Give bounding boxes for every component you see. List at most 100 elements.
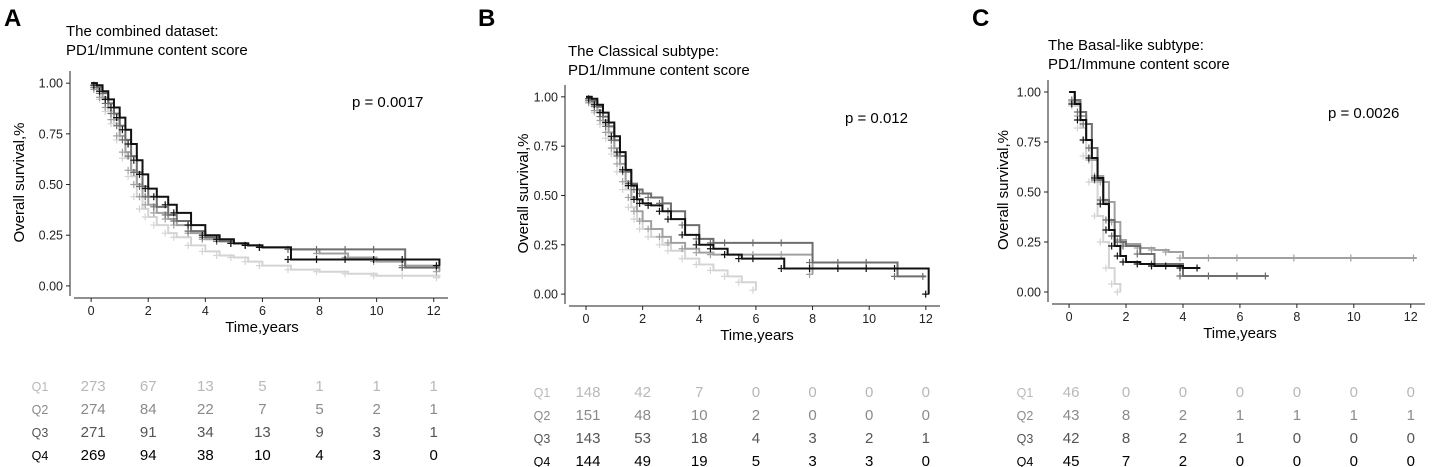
risk-count: 0: [808, 384, 816, 401]
censor-mark: [636, 217, 644, 225]
censor-mark: [749, 255, 757, 263]
panel-title-line: The combined dataset:: [66, 23, 219, 40]
risk-count: 0: [752, 384, 760, 401]
risk-count: 0: [1122, 384, 1130, 401]
y-tick-label: 0.00: [1017, 286, 1041, 300]
y-tick-label: 1.00: [39, 77, 63, 91]
panel-title-line: PD1/Immune content score: [1048, 56, 1230, 73]
risk-count: 84: [140, 401, 157, 418]
censor-mark: [1108, 280, 1116, 288]
censor-mark: [607, 144, 615, 152]
risk-count: 0: [922, 407, 930, 424]
censor-mark: [749, 286, 757, 294]
x-tick-label: 0: [1066, 310, 1073, 324]
risk-count: 2: [1179, 407, 1187, 424]
y-tick-label: 0.00: [534, 288, 558, 302]
risk-row-q4: Q4 45 7 2 0 0 0 0: [1017, 453, 1415, 467]
censor-mark: [613, 160, 621, 168]
censor-mark: [213, 235, 221, 243]
risk-count: 0: [865, 384, 873, 401]
censor-mark: [735, 278, 743, 286]
censor-mark: [284, 256, 292, 264]
risk-count: 0: [1236, 384, 1244, 401]
y-axis-label: Overall survival,%: [995, 130, 1012, 250]
censor-mark: [341, 245, 349, 253]
risk-count: 1: [1350, 407, 1358, 424]
censor-mark: [161, 229, 169, 237]
censor-mark: [891, 272, 899, 280]
censor-mark: [706, 245, 714, 253]
risk-row-q2: Q2 151 48 10 2 0 0 0: [534, 407, 930, 424]
risk-count: 2: [865, 430, 873, 447]
censor-mark: [241, 241, 249, 249]
censor-mark: [644, 225, 652, 233]
p-value: p = 0.0017: [352, 94, 423, 111]
censor-mark: [113, 132, 121, 140]
censor-mark: [161, 201, 169, 209]
risk-count: 0: [1407, 384, 1415, 401]
censor-mark: [313, 245, 321, 253]
x-tick-label: 4: [1180, 310, 1187, 324]
series-q3: [90, 82, 440, 272]
risk-count: 43: [1063, 407, 1080, 424]
censor-mark: [398, 264, 406, 272]
censor-mark: [655, 233, 663, 241]
y-tick-label: 0.50: [1017, 186, 1041, 200]
risk-row-label: Q4: [534, 455, 551, 467]
risk-count: 48: [634, 407, 651, 424]
risk-count: 2: [1179, 430, 1187, 447]
series-q4: [1068, 91, 1201, 272]
censor-mark: [664, 239, 672, 247]
p-value: p = 0.012: [845, 110, 908, 127]
censor-mark: [806, 270, 814, 278]
panel-title-line: The Basal-like subtype:: [1048, 37, 1204, 54]
risk-row-q3: Q3 143 53 18 4 3 2 1: [534, 430, 930, 447]
risk-row-q1: Q1 148 42 7 0 0 0 0: [534, 384, 930, 401]
risk-count: 273: [81, 378, 106, 395]
survival-curve-q3: [1069, 91, 1269, 277]
x-axis-label: Time,years: [225, 319, 299, 336]
censor-mark: [213, 251, 221, 259]
censor-mark: [141, 213, 149, 221]
censor-mark: [806, 264, 814, 272]
risk-count: 3: [808, 453, 816, 467]
censor-mark: [1347, 254, 1355, 262]
censor-mark: [398, 256, 406, 264]
censor-mark: [241, 258, 249, 266]
censor-mark: [1233, 272, 1241, 280]
risk-count: 269: [81, 447, 106, 464]
x-tick-label: 12: [1404, 310, 1418, 324]
risk-count: 34: [197, 424, 214, 441]
censor-mark: [834, 264, 842, 272]
censor-mark: [678, 231, 686, 239]
censor-mark: [721, 239, 729, 247]
censor-mark: [130, 168, 138, 176]
x-tick-label: 0: [88, 304, 95, 318]
censor-mark: [644, 193, 652, 201]
risk-count: 1: [372, 378, 380, 395]
y-tick-label: 1.00: [534, 90, 558, 104]
censor-mark: [107, 110, 115, 118]
censor-mark: [1261, 272, 1269, 280]
survival-curve-q1: [91, 82, 441, 278]
risk-row-label: Q2: [534, 409, 551, 423]
risk-count: 3: [865, 453, 873, 467]
survival-curve-q2: [585, 95, 814, 275]
censor-mark: [1079, 152, 1087, 160]
censor-mark: [619, 166, 627, 174]
risk-count: 0: [430, 447, 438, 464]
risk-count: 1: [430, 378, 438, 395]
risk-row-label: Q1: [32, 380, 49, 394]
x-tick-label: 4: [696, 312, 703, 326]
risk-count: 1: [1407, 407, 1415, 424]
censor-mark: [1133, 250, 1141, 258]
censor-mark: [777, 239, 785, 247]
risk-count: 5: [315, 401, 323, 418]
x-tick-label: 10: [862, 312, 876, 326]
censor-mark: [777, 264, 785, 272]
risk-row-label: Q1: [1017, 386, 1034, 400]
survival-curve-q1: [1069, 91, 1122, 292]
censor-mark: [590, 101, 598, 109]
risk-count: 3: [808, 430, 816, 447]
